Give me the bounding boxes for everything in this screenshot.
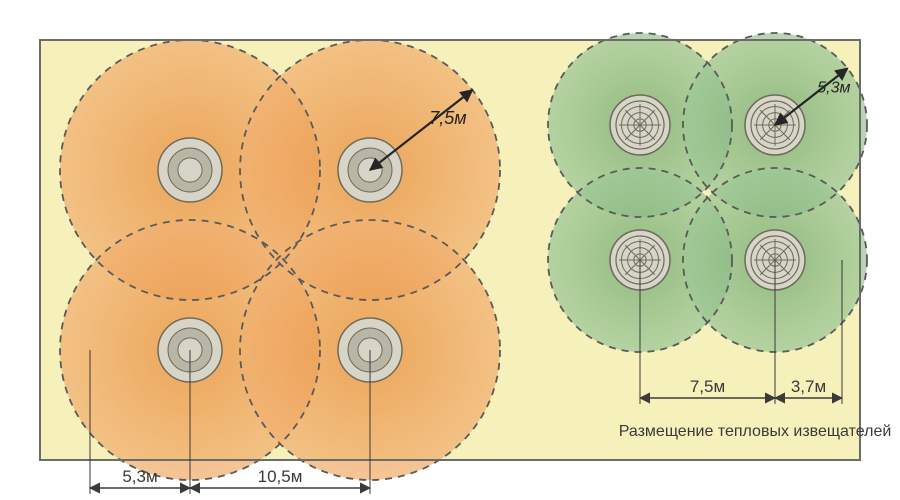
radius-label: 7,5м [429,108,466,128]
dim-green-wall-label: 3,7м [791,377,826,396]
orange-detector [158,138,222,202]
diagram-root: 7,5м 5,3м 5,3м 10,5м 7,5м 3,7м Размещение тепл… [0,0,900,500]
diagram-svg: 7,5м 5,3м 5,3м 10,5м 7,5м 3,7м Размещение тепл… [0,0,900,500]
radius-label: 5,3м [817,80,850,97]
dim-green-spacing-label: 7,5м [690,377,725,396]
green-detector [610,95,670,155]
caption-heat-detectors: Размещение тепловых извещателей [619,423,892,440]
dim-orange-wall-label: 5,3м [122,467,157,486]
dim-orange-spacing-label: 10,5м [258,467,303,486]
